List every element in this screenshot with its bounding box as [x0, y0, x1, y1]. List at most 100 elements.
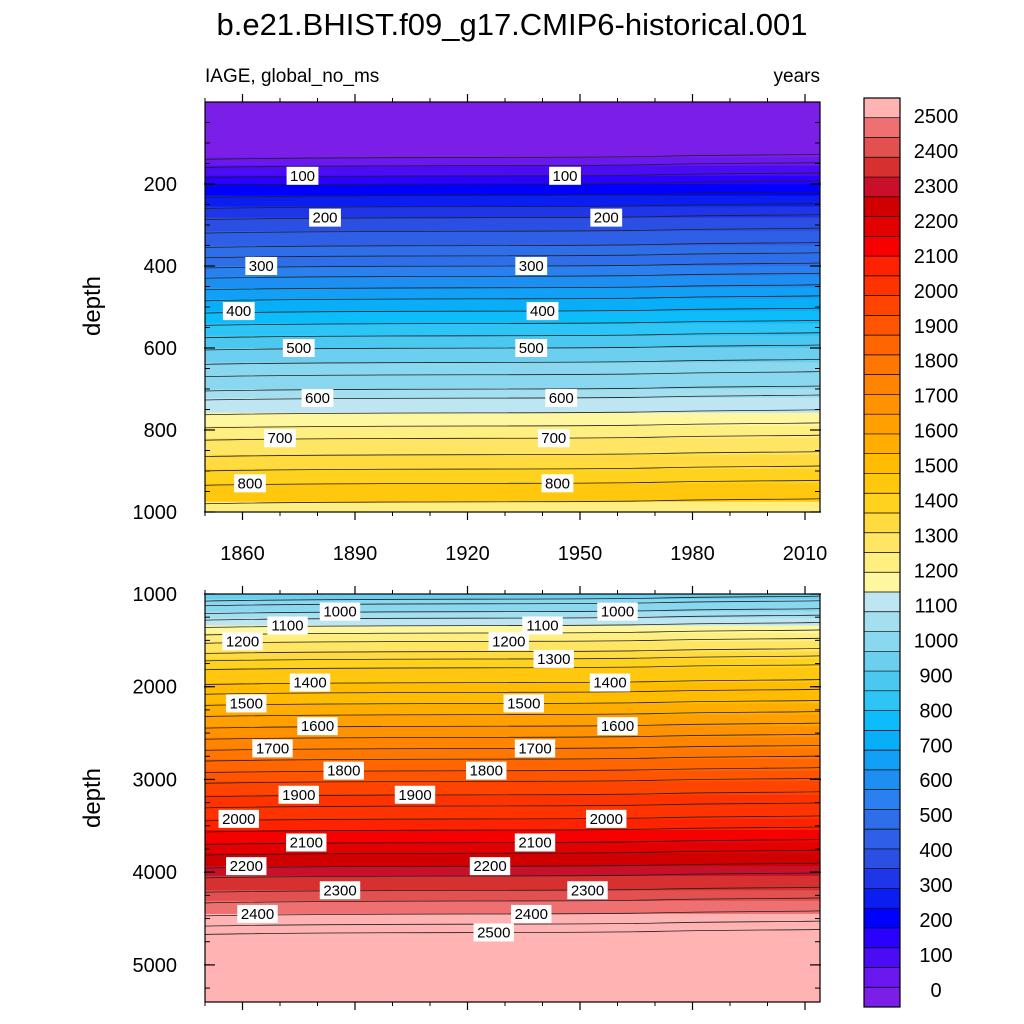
colorbar-frame: [863, 97, 901, 1008]
colorbar-label: 700: [919, 735, 952, 757]
contour-label-box: [526, 302, 559, 321]
x-tick-label: 1950: [558, 543, 603, 565]
contour-band: [205, 599, 820, 605]
contour-line: [204, 242, 821, 248]
contour-label: 1300: [537, 651, 570, 668]
contour-line: [204, 192, 821, 198]
contour-label-box: [590, 208, 623, 227]
colorbar-swatch: [864, 236, 900, 257]
contour-band: [205, 266, 820, 277]
colorbar-swatch: [864, 433, 900, 455]
contour-band: [205, 398, 820, 414]
contour-band: [205, 682, 820, 693]
contour-line: [204, 371, 821, 378]
contour-label: 600: [549, 390, 574, 407]
contour-line: [204, 498, 821, 505]
contour-band: [205, 231, 820, 247]
contour-label-box: [533, 649, 574, 668]
contour-label: 1100: [271, 618, 303, 635]
contour-label: 1600: [601, 718, 634, 735]
contour-label: 200: [594, 210, 619, 227]
colorbar-label: 2100: [914, 246, 959, 268]
contour-line: [204, 153, 821, 160]
contour-label: 2500: [477, 924, 510, 941]
contour-label-box: [488, 632, 529, 651]
contour-band: [205, 195, 820, 208]
contour-band: [205, 245, 820, 257]
colorbar-swatch: [864, 671, 900, 692]
contour-band: [205, 618, 820, 627]
contour-line: [204, 295, 821, 302]
colorbar-swatch: [864, 354, 900, 376]
contour-label-box: [297, 717, 338, 736]
plot-frame: [204, 593, 821, 1003]
contour-label-box: [234, 474, 266, 493]
colorbar-swatch: [864, 631, 900, 652]
contour-line: [204, 862, 821, 869]
colorbar-label: 1600: [914, 421, 959, 443]
contour-line: [204, 595, 821, 602]
contour-label-box: [301, 389, 334, 408]
contour-label: 700: [541, 430, 566, 447]
contour-band: [205, 157, 820, 167]
contour-label: 2100: [518, 835, 551, 852]
contour-line: [204, 711, 821, 717]
colorbar-swatch: [864, 927, 900, 949]
contour-line: [204, 755, 821, 762]
contour-band: [205, 425, 820, 439]
contour-band: [205, 483, 820, 503]
contour-line: [204, 929, 821, 935]
contour-line: [204, 777, 821, 784]
colorbar-label: 2400: [914, 141, 959, 163]
contour-band: [205, 866, 820, 877]
contour-line: [204, 744, 821, 751]
contour-line: [204, 307, 821, 314]
contour-line: [204, 180, 821, 187]
colorbar-swatch: [864, 611, 900, 633]
x-tick-label: 1920: [445, 543, 490, 565]
contour-label-box: [319, 602, 361, 621]
contour-label: 1400: [293, 675, 326, 692]
contour-label: 200: [312, 210, 337, 227]
colorbar-swatch: [864, 315, 900, 336]
contour-line: [204, 409, 821, 416]
contour-label: 1200: [492, 633, 525, 650]
contour-label-box: [289, 673, 331, 692]
contour-label: 1000: [323, 604, 356, 621]
contour-band: [205, 603, 820, 613]
contour-line: [204, 203, 821, 209]
colorbar-label: 200: [919, 910, 952, 932]
colorbar-swatch: [864, 394, 900, 415]
colorbar-swatch: [864, 196, 900, 218]
colorbar-swatch: [864, 967, 900, 988]
x-tick-label: 1980: [670, 543, 715, 565]
contour-label-box: [589, 673, 631, 692]
contour-label-box: [282, 339, 315, 357]
colorbar-swatch: [864, 592, 900, 613]
contour-label: 300: [519, 258, 544, 275]
colorbar-swatch: [864, 374, 900, 395]
colorbar-label: 1200: [914, 560, 959, 582]
contour-label: 1700: [518, 740, 551, 757]
colorbar-label: 600: [919, 770, 952, 792]
contour-band: [205, 667, 820, 684]
colorbar-label: 1000: [914, 630, 959, 652]
contour-band: [205, 468, 820, 484]
contour-band: [205, 651, 820, 660]
contour-label: 2300: [323, 882, 356, 899]
colorbar-swatch: [864, 473, 900, 494]
contour-band: [205, 323, 820, 337]
contour-line: [204, 262, 821, 269]
colorbar-swatch: [864, 532, 900, 553]
contour-band: [205, 412, 820, 427]
contour-label-box: [286, 166, 319, 185]
colorbar-label: 1300: [914, 526, 959, 548]
contour-label: 1800: [470, 763, 503, 780]
contour-line: [204, 920, 821, 927]
contour-label: 2000: [222, 811, 255, 828]
contour-label-box: [323, 761, 364, 780]
contour-label: 2400: [241, 906, 274, 923]
contour-line: [204, 162, 821, 168]
contour-label: 1800: [327, 763, 360, 780]
